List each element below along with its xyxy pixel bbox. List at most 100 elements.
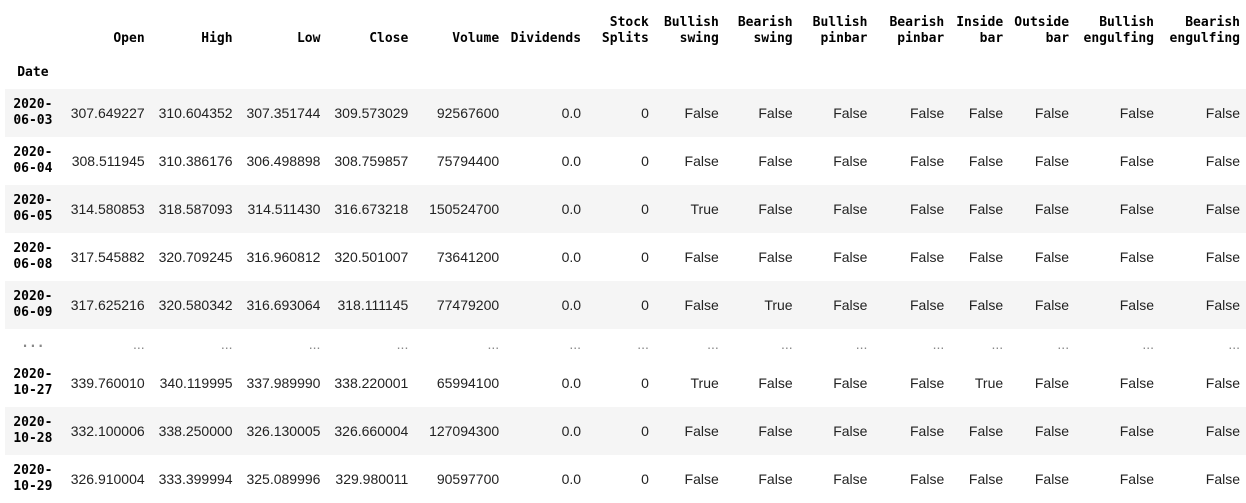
table-cell: ... <box>932 336 945 352</box>
index-row-spacer <box>587 55 655 89</box>
table-cell: ... <box>637 336 649 352</box>
table-cell: False <box>1205 105 1240 121</box>
table-cell: False <box>1205 471 1240 487</box>
table-cell: False <box>833 105 868 121</box>
table-cell: 0 <box>641 249 649 265</box>
index-row-spacer <box>1160 55 1246 89</box>
table-header: Open High Low Close Volume Dividends Stoc… <box>5 7 1246 89</box>
table-cell: False <box>1205 297 1240 313</box>
column-header-line-1 <box>505 15 581 31</box>
table-cell: False <box>1034 423 1070 439</box>
column-header: Close <box>326 7 414 55</box>
table-cell: 0 <box>641 471 649 487</box>
column-header: Low <box>239 7 327 55</box>
column-header-line-1 <box>151 15 233 31</box>
column-header-line-2: Close <box>369 31 409 46</box>
column-header-line-1: Bullish <box>663 15 719 30</box>
table-body: 2020- 06-03 307.649227 310.604352 307.351744… <box>5 89 1246 503</box>
table-cell: False <box>1119 375 1154 391</box>
table-cell: 307.649227 <box>70 105 145 121</box>
table-cell: False <box>1205 249 1240 265</box>
table-row: 2020- 10-27 339.760010 340.119995 337.989990… <box>5 359 1246 407</box>
column-header-line-2: Volume <box>452 31 500 46</box>
table-cell: False <box>968 153 1004 169</box>
table-cell: False <box>1205 423 1240 439</box>
table-row: 2020- 10-29 326.910004 333.399994 325.089996… <box>5 455 1246 503</box>
column-header-line-2: bar <box>979 31 1004 46</box>
table-cell: 307.351744 <box>246 105 321 121</box>
table-cell: 333.399994 <box>158 471 233 487</box>
column-header-line-1 <box>326 15 408 31</box>
ellipsis-row: ........................................… <box>5 329 1246 359</box>
table-cell: False <box>684 297 719 313</box>
table-cell: False <box>1119 423 1154 439</box>
table-cell: False <box>910 249 945 265</box>
index-corner-cell <box>5 7 61 55</box>
row-index: 2020- 10-28 <box>5 407 61 455</box>
table-cell: True <box>764 297 793 313</box>
table-cell: False <box>910 423 945 439</box>
column-header: Open <box>61 7 151 55</box>
table-cell: 0.0 <box>561 375 582 391</box>
column-header-line-1: Stock <box>609 15 649 30</box>
table-cell: False <box>1205 375 1240 391</box>
table-cell: 317.625216 <box>70 297 145 313</box>
table-cell: False <box>968 423 1004 439</box>
index-name: Date <box>17 64 49 80</box>
table-cell: False <box>1034 201 1070 217</box>
table-row: 2020- 06-05 314.580853 318.587093 314.511430… <box>5 185 1246 233</box>
table-cell: 332.100006 <box>70 423 145 439</box>
column-header: Bearish engulfing <box>1160 7 1246 55</box>
table-cell: 325.089996 <box>246 471 321 487</box>
table-cell: False <box>1205 153 1240 169</box>
table-cell: 317.545882 <box>70 249 145 265</box>
table-cell: ... <box>707 336 719 352</box>
column-header: Bearish swing <box>725 7 799 55</box>
table-cell: ... <box>855 336 868 352</box>
row-index-line-2: 06-03 <box>13 113 53 128</box>
table-cell: 0 <box>641 105 649 121</box>
table-cell: False <box>1034 249 1070 265</box>
table-row: 2020- 10-28 332.100006 338.250000 326.130005… <box>5 407 1246 455</box>
table-cell: 0.0 <box>561 249 582 265</box>
table-cell: 0.0 <box>561 423 582 439</box>
table-cell: False <box>833 423 868 439</box>
column-header-line-2: bar <box>1045 31 1070 46</box>
column-header: High <box>151 7 239 55</box>
column-header: Inside bar <box>950 7 1009 55</box>
table-cell: False <box>758 153 793 169</box>
table-row: 2020- 06-09 317.625216 320.580342 316.693064… <box>5 281 1246 329</box>
table-cell: 326.660004 <box>334 423 409 439</box>
row-index-line-1: 2020- <box>13 463 53 478</box>
table-cell: False <box>758 249 793 265</box>
table-cell: 73641200 <box>436 249 500 265</box>
column-header-line-2: High <box>201 31 233 46</box>
column-header: Outside bar <box>1009 7 1075 55</box>
table-cell: 310.386176 <box>158 153 233 169</box>
table-cell: ... <box>780 336 793 352</box>
column-header: Stock Splits <box>587 7 655 55</box>
row-index-line-1: 2020- <box>13 367 53 382</box>
table-cell: False <box>1119 249 1154 265</box>
index-row-spacer <box>151 55 239 89</box>
index-row-spacer <box>950 55 1009 89</box>
table-cell: 316.673218 <box>334 201 409 217</box>
row-index-line-2: 10-29 <box>13 479 53 494</box>
table-cell: 150524700 <box>429 201 500 217</box>
index-row-spacer <box>505 55 587 89</box>
row-index-line-2: 10-27 <box>13 383 53 398</box>
index-row-spacer <box>655 55 725 89</box>
table-row: 2020- 06-04 308.511945 310.386176 306.498898… <box>5 137 1246 185</box>
column-header-line-1: Inside <box>956 15 1004 30</box>
row-index-line-1: 2020- <box>13 145 53 160</box>
table-row: 2020- 06-08 317.545882 320.709245 316.960812… <box>5 233 1246 281</box>
row-index-line-1: 2020- <box>13 415 53 430</box>
table-cell: 339.760010 <box>70 375 145 391</box>
table-cell: 0.0 <box>561 471 582 487</box>
table-cell: ... <box>569 336 582 352</box>
column-header-line-2: Open <box>113 31 145 46</box>
column-header: Bearish pinbar <box>873 7 950 55</box>
row-index: ... <box>5 329 61 359</box>
row-index-line-2: 06-05 <box>13 209 53 224</box>
